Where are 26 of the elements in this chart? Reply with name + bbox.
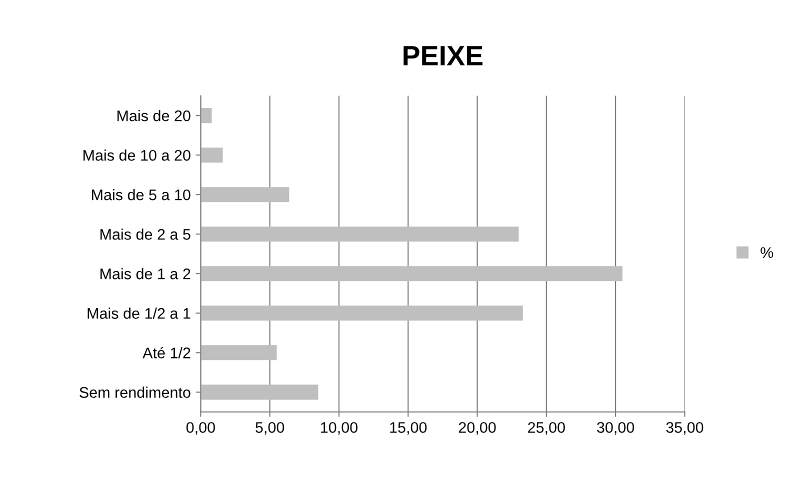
bar xyxy=(200,345,277,360)
x-tick-label: 0,00 xyxy=(186,422,215,435)
bar xyxy=(200,266,622,282)
y-tick-label: Mais de 5 a 10 xyxy=(92,189,190,200)
x-tick-label: 20,00 xyxy=(458,422,496,435)
y-tick-label: Mais de 20 xyxy=(117,110,190,122)
chart-title: PEIXE xyxy=(404,46,483,66)
y-tick-label: Até 1/2 xyxy=(142,346,190,358)
bar xyxy=(200,226,519,242)
legend-label: % xyxy=(760,247,774,258)
y-tick-label: Mais de 10 a 20 xyxy=(84,150,190,161)
bar xyxy=(200,384,318,400)
y-tick-label: Mais de 1 a 2 xyxy=(100,268,190,280)
y-tick-label: Sem rendimento xyxy=(80,386,190,398)
x-tick-label: 15,00 xyxy=(390,422,427,435)
x-tick-label: 10,00 xyxy=(321,422,358,435)
x-tick-label: 30,00 xyxy=(597,422,634,435)
y-tick-label: Mais de 2 a 5 xyxy=(100,228,190,240)
bar xyxy=(200,306,523,321)
x-tick-label: 35,00 xyxy=(666,422,704,435)
x-tick-label: 5,00 xyxy=(256,422,284,435)
y-tick-label: Mais de 1/2 a 1 xyxy=(88,308,190,319)
bar xyxy=(200,187,290,202)
x-tick-label: 25,00 xyxy=(528,422,565,435)
bar xyxy=(200,108,212,124)
bar xyxy=(200,148,223,163)
